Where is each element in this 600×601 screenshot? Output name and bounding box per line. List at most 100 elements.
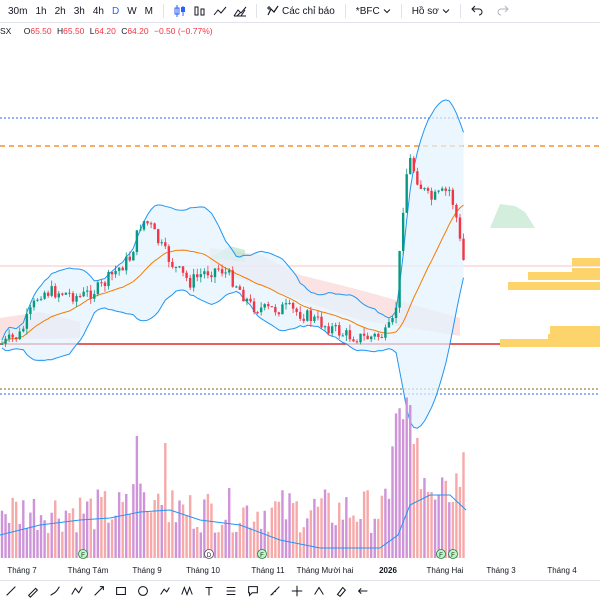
- timeframe-3h[interactable]: 3h: [73, 5, 85, 17]
- candle-body: [330, 326, 334, 334]
- ellipse-icon[interactable]: [132, 581, 154, 601]
- timeframe-2h[interactable]: 2h: [54, 5, 66, 17]
- volume-bar: [377, 518, 380, 558]
- candle-body: [320, 316, 323, 328]
- toolbar-divider: [459, 4, 461, 18]
- candle-body: [259, 307, 263, 313]
- candle-body: [181, 266, 185, 273]
- volume-bar: [238, 522, 242, 558]
- annotate-icon[interactable]: [242, 581, 264, 601]
- candle-body: [107, 272, 110, 287]
- volume-bar: [423, 478, 426, 558]
- volume-bar: [426, 491, 430, 558]
- redo-icon[interactable]: [495, 3, 511, 19]
- toolbar-divider: [344, 4, 346, 18]
- candle-body: [100, 282, 103, 284]
- profile-button[interactable]: Hồ sơ: [408, 6, 454, 17]
- timeframe-w[interactable]: W: [127, 5, 137, 17]
- candlestick-chart-icon[interactable]: [172, 3, 188, 19]
- candle-body: [416, 171, 419, 185]
- candle-body: [270, 306, 273, 308]
- volume-bar: [185, 515, 188, 558]
- volume-bar: [146, 510, 149, 558]
- candle-body: [164, 242, 167, 247]
- time-axis-label: Tháng 3: [486, 566, 516, 575]
- volume-bar: [299, 532, 302, 558]
- forecast-icon[interactable]: [308, 581, 330, 601]
- arrow-left-icon[interactable]: [352, 581, 374, 601]
- candle-body: [139, 229, 142, 231]
- volume-bar: [89, 498, 92, 558]
- volume-bar: [160, 504, 163, 558]
- bar-chart-icon[interactable]: [192, 3, 208, 19]
- candle-body: [64, 292, 68, 295]
- volume-bar: [199, 532, 202, 558]
- open-value: 65.50: [30, 26, 52, 36]
- volume-bar: [103, 491, 107, 558]
- brush-icon[interactable]: [44, 581, 66, 601]
- indicators-button[interactable]: Các chỉ báo: [263, 5, 339, 17]
- candle-body: [210, 275, 213, 278]
- candle-body: [39, 298, 43, 300]
- undo-icon[interactable]: [469, 3, 485, 19]
- volume-bar: [267, 531, 270, 558]
- eraser-icon[interactable]: [330, 581, 352, 601]
- volume-bar: [462, 452, 465, 558]
- pencil-icon[interactable]: [22, 581, 44, 601]
- rectangle-icon[interactable]: [110, 581, 132, 601]
- candle-body: [394, 307, 398, 318]
- time-axis[interactable]: Tháng 7 Tháng Tám Tháng 9 Tháng 10 Tháng 11 T…: [0, 562, 600, 580]
- pattern-icon[interactable]: [176, 581, 198, 601]
- volume-bar: [391, 446, 394, 558]
- fib-icon[interactable]: [220, 581, 242, 601]
- candle-body: [128, 256, 131, 261]
- volume-bar: [64, 510, 68, 558]
- close-key: C: [121, 26, 128, 36]
- volume-bar: [235, 531, 238, 558]
- candle-body: [32, 300, 36, 308]
- volume-bar: [128, 514, 131, 558]
- volume-bar: [167, 522, 171, 558]
- candle-body: [313, 316, 316, 322]
- path-icon[interactable]: [66, 581, 88, 601]
- candle-body: [96, 282, 100, 295]
- candle-body: [178, 266, 181, 268]
- timeframe-4h[interactable]: 4h: [92, 5, 104, 17]
- volume-bar: [370, 532, 373, 558]
- crosshair-icon[interactable]: [286, 581, 308, 601]
- arrow-icon[interactable]: [88, 581, 110, 601]
- volume-ma-line: [0, 494, 467, 549]
- volume-bar: [46, 532, 50, 558]
- candle-body: [398, 250, 401, 308]
- bollinger-band-fill: [2, 99, 464, 429]
- trend-line-icon[interactable]: [0, 581, 22, 601]
- text-icon[interactable]: [198, 581, 220, 601]
- candle-body: [78, 296, 82, 298]
- bollinger-lower-line: [1, 277, 464, 429]
- timeframe-1h[interactable]: 1h: [35, 5, 47, 17]
- timeframe-30m[interactable]: 30m: [8, 5, 28, 17]
- measure-icon[interactable]: [264, 581, 286, 601]
- line-chart-icon[interactable]: [212, 3, 228, 19]
- candle-body: [142, 221, 146, 230]
- candle-body: [68, 292, 71, 294]
- chevron-down-icon: [383, 9, 391, 14]
- timeframe-m[interactable]: M: [144, 5, 153, 17]
- volume-bar: [164, 443, 167, 558]
- candle-body: [426, 188, 430, 191]
- position-icon[interactable]: [154, 581, 176, 601]
- event-marker-label: F: [451, 553, 455, 559]
- volume-bar: [441, 477, 444, 558]
- volume-bar: [330, 522, 334, 558]
- compare-button[interactable]: *BFC: [352, 6, 395, 17]
- volume-bar: [43, 520, 46, 558]
- toolbar-divider: [162, 4, 164, 18]
- timeframe-d[interactable]: D: [111, 5, 120, 17]
- area-chart-icon[interactable]: [232, 3, 248, 19]
- event-marker: [257, 549, 267, 559]
- time-axis-label: Tháng 10: [186, 566, 220, 575]
- volume-bar: [252, 521, 256, 558]
- time-axis-label: Tháng Tám: [67, 566, 109, 575]
- candle-body: [25, 313, 29, 329]
